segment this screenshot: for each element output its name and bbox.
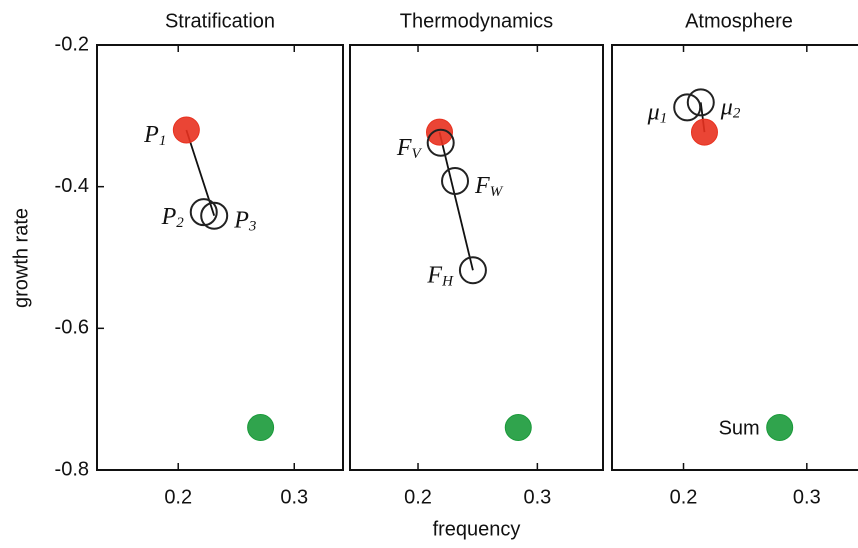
x-tick-label: 0.2 (404, 486, 432, 508)
point (200, 201, 229, 230)
point-label-subscript: 3 (248, 219, 257, 235)
point-label-text: μ (647, 99, 660, 125)
panel-frame (611, 44, 858, 471)
connector (438, 131, 474, 271)
x-tick-label: 0.2 (164, 486, 192, 508)
panel-title: Stratification (165, 10, 275, 32)
point-label-text: F (426, 262, 442, 288)
point-label-text: P (161, 204, 177, 230)
point-label-subscript: 1 (660, 111, 668, 127)
panel-title: Atmosphere (685, 10, 793, 32)
point (189, 198, 218, 227)
point-label: μ1 (647, 99, 668, 127)
panel-title: Thermodynamics (400, 10, 553, 32)
point-label: FH (426, 262, 454, 290)
point (766, 414, 794, 441)
point (686, 88, 715, 117)
point-label-subscript: V (412, 146, 423, 162)
point (172, 116, 200, 144)
point (504, 414, 532, 441)
y-tick-label: -0.4 (55, 175, 89, 197)
point-label-text: Sum (719, 418, 760, 440)
x-axis-label: frequency (433, 518, 521, 540)
y-tick-label: -0.6 (55, 317, 89, 339)
point-label-subscript: W (490, 184, 504, 200)
point-label: FV (396, 134, 423, 162)
panel-frame (349, 44, 604, 471)
point-label-subscript: 2 (176, 216, 184, 232)
x-tick-label: 0.3 (523, 486, 551, 508)
y-axis-label: growth rate (10, 208, 32, 308)
point-label: Sum (719, 418, 760, 440)
panel-frame (96, 44, 344, 471)
x-tick-label: 0.2 (670, 486, 698, 508)
y-tick-label: -0.2 (55, 33, 89, 55)
point-label-text: μ (720, 94, 733, 120)
point-label-text: F (474, 173, 490, 199)
point-label: P1 (143, 122, 166, 150)
x-tick-label: 0.3 (793, 486, 821, 508)
point-label-subscript: 2 (733, 106, 741, 122)
point-label-text: F (396, 134, 412, 160)
point-label-text: P (143, 122, 159, 148)
point-label: FW (474, 173, 504, 201)
point (426, 118, 454, 146)
point-label-subscript: H (441, 274, 454, 290)
point-label: P2 (161, 204, 185, 232)
point (690, 118, 718, 146)
point (458, 256, 487, 285)
point-label-subscript: 1 (159, 133, 167, 149)
point-label: P3 (233, 207, 256, 235)
point (673, 93, 702, 122)
point (426, 128, 455, 157)
point-label: μ2 (720, 94, 741, 122)
point-label-text: P (233, 207, 249, 233)
x-tick-label: 0.3 (280, 486, 308, 508)
y-tick-label: -0.8 (55, 458, 89, 480)
point (247, 414, 275, 441)
point (441, 167, 470, 195)
